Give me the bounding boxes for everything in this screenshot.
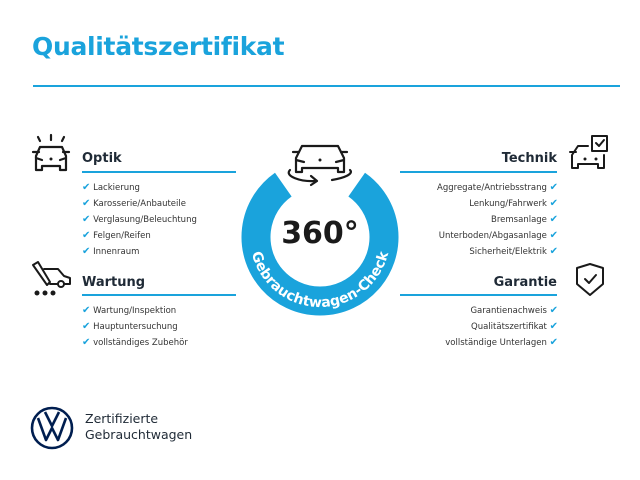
car-lights-icon xyxy=(31,133,71,172)
check-icon: ✔ xyxy=(549,198,558,209)
list-item: Lenkung/Fahrwerk ✔ xyxy=(469,198,558,209)
optik-list: ✔ Lackierung ✔ Karosserie/Anbauteile ✔ V… xyxy=(82,180,197,260)
list-item: ✔ Wartung/Inspektion xyxy=(82,305,177,316)
check-icon: ✔ xyxy=(549,337,558,348)
section-title-technik: Technik xyxy=(501,151,557,166)
garantie-divider xyxy=(400,294,557,296)
list-item: Qualitätszertifikat ✔ xyxy=(471,321,558,332)
section-title-garantie: Garantie xyxy=(493,275,557,290)
list-item: ✔ Felgen/Reifen xyxy=(82,230,151,241)
check-icon: ✔ xyxy=(549,230,558,241)
list-item: Sicherheit/Elektrik ✔ xyxy=(469,246,558,257)
check-icon: ✔ xyxy=(82,198,91,209)
list-item: vollständige Unterlagen ✔ xyxy=(445,337,558,348)
check-icon: ✔ xyxy=(549,305,558,316)
list-item: ✔ Verglasung/Beleuchtung xyxy=(82,214,197,225)
list-item: ✔ Hauptuntersuchung xyxy=(82,321,178,332)
check-icon: ✔ xyxy=(82,182,91,193)
list-item: Bremsanlage ✔ xyxy=(491,214,558,225)
garantie-list: Garantienachweis ✔ Qualitätszertifikat ✔… xyxy=(380,303,558,351)
list-item: Unterboden/Abgasanlage ✔ xyxy=(438,230,558,241)
wartung-divider xyxy=(82,294,236,296)
shield-check-icon xyxy=(576,263,604,296)
section-title-wartung: Wartung xyxy=(82,275,146,290)
check-icon: ✔ xyxy=(549,246,558,257)
footer-brand-text: Zertifizierte Gebrauchtwagen xyxy=(85,411,192,443)
list-item: Garantienachweis ✔ xyxy=(470,305,558,316)
check-icon: ✔ xyxy=(82,321,91,332)
section-title-optik: Optik xyxy=(82,151,122,166)
list-item: ✔ Lackierung xyxy=(82,182,140,193)
footer-line-1: Zertifizierte xyxy=(85,411,159,426)
vw-logo xyxy=(30,406,74,450)
check-icon: ✔ xyxy=(82,305,91,316)
car-rotate-icon xyxy=(287,144,352,187)
car-service-icon xyxy=(32,261,71,296)
check-icon: ✔ xyxy=(549,214,558,225)
check-icon: ✔ xyxy=(549,321,558,332)
title-divider xyxy=(33,85,620,87)
list-item: ✔ Innenraum xyxy=(82,246,140,257)
page-title: Qualitätszertifikat xyxy=(32,32,285,61)
badge-arc-text: Gebrauchtwagen-Check xyxy=(248,249,393,311)
check-icon: ✔ xyxy=(82,246,91,257)
list-item: ✔ vollständiges Zubehör xyxy=(82,337,188,348)
badge-360-value: 360° xyxy=(281,216,359,251)
badge-ring xyxy=(241,172,399,316)
check-icon: ✔ xyxy=(82,230,91,241)
footer-line-2: Gebrauchtwagen xyxy=(85,427,193,442)
check-icon: ✔ xyxy=(82,337,91,348)
wartung-list: ✔ Wartung/Inspektion ✔ Hauptuntersuchung… xyxy=(82,303,188,351)
check-icon: ✔ xyxy=(549,182,558,193)
car-checkbox-icon xyxy=(569,135,608,169)
list-item: ✔ Karosserie/Anbauteile xyxy=(82,198,186,209)
technik-divider xyxy=(400,171,557,173)
optik-divider xyxy=(82,171,236,173)
check-icon: ✔ xyxy=(82,214,91,225)
technik-list: Aggregate/Antriebsstrang ✔ Lenkung/Fahrw… xyxy=(380,180,558,260)
list-item: Aggregate/Antriebsstrang ✔ xyxy=(437,182,558,193)
